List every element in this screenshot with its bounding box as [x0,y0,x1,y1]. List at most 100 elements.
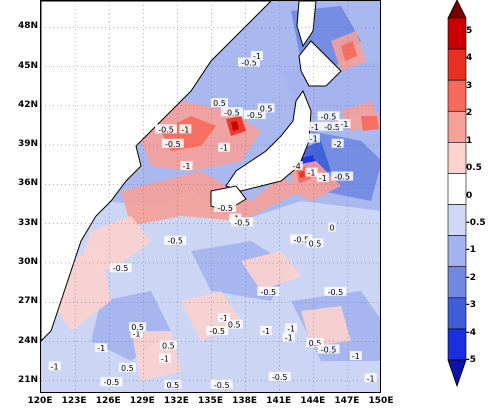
contour-label-bg [179,124,192,134]
anomaly-patch [231,121,239,131]
contour-label: -1 [97,344,105,353]
colorbar-segment [447,204,467,236]
contour-label-bg [260,326,273,336]
x-tick-label: 123E [61,396,87,406]
colorbar-tick-label: 5 [466,26,473,36]
contour-label: -0.5 [321,112,337,121]
contour-label-bg [100,377,123,387]
contour-label: -4 [293,162,301,171]
contour-label-bg [129,322,147,332]
x-tick-label: 135E [198,396,223,406]
colorbar-tick-label: 0 [466,190,473,201]
contour-label: 0.5 [309,339,322,348]
contour-label: 0.5 [162,342,175,351]
colorbar-segment [447,142,467,174]
contour-label: -0.5 [321,345,337,354]
contour-label-bg [320,121,343,131]
contour-label: -1 [285,334,293,343]
contour-label-bg [210,379,233,389]
x-tick-label: 126E [95,396,121,406]
x-tick-label: 132E [163,396,189,406]
contour-label: -1 [183,162,191,171]
contour-label-bg [306,238,324,248]
contour-label: -0.5 [165,140,181,149]
y-tick-label: 42N [17,99,38,110]
colorbar-segment [447,48,467,81]
contour-labels: -0.5-10.5-0.5 -0.50.5-0.5 -1-0.5 -1-1-0.5-1… [48,51,377,390]
contour-label-bg [214,202,237,212]
contour-label: 0.5 [131,323,144,332]
y-tick-label: 21N [17,374,38,385]
contour-label: -0.5 [272,373,288,382]
contour-label: -2 [334,140,342,149]
contour-label: -1 [367,374,375,383]
y-tick-label: 45N [17,60,38,71]
colorbar-tick-label: -0.5 [466,217,486,228]
anomaly-map: -0.5-10.5-0.5 -0.50.5-0.5 -1-0.5 -1-1-0.5-1… [41,1,380,392]
colorbar-tick-label: 2 [466,108,473,119]
contour-label-bg [210,98,228,108]
y-tick-label: 39N [17,139,38,150]
contour-label-bg [331,138,344,148]
y-tick-label: 33N [17,217,38,228]
contour-label: -0.5 [217,204,233,213]
colorbar-segment [447,266,467,299]
contour-label-bg [220,107,243,117]
contour-label: -0.5 [293,235,309,244]
anomaly-patch [361,116,379,131]
contour-label-bg [349,351,362,361]
contour-label: -0.5 [247,111,263,120]
contour-label-bg [328,222,336,232]
anomaly-patch [341,41,357,61]
contour-label-bg [324,286,347,296]
colorbar-tick-label: 3 [466,80,473,91]
contour-label: -1 [253,52,261,61]
contour-label: -1 [287,325,295,334]
anomaly-patch [241,251,301,291]
colorbar-tick-label: -4 [466,327,476,338]
colorbar-tick-label: -2 [466,272,476,283]
x-tick-label: 138E [232,396,258,406]
contour-label-bg [268,371,291,381]
graticule [41,1,380,392]
colorbar-tick-label: -5 [466,355,476,365]
contour-label-bg [238,57,261,67]
contour-label: -0.5 [158,125,174,134]
contour-label-bg [282,332,295,342]
contour-label: -0.5 [104,378,120,387]
contour-label-bg [364,373,377,383]
colorbar-segment [447,235,467,268]
contour-label: -1 [51,362,59,371]
contour-label: 0.5 [166,381,179,390]
contour-label-bg [164,379,182,389]
contour-label-bg [48,361,61,371]
contour-label-bg [159,340,177,350]
colorbar-tick-label: 4 [466,53,473,64]
contour-label-bg [307,133,320,143]
contour-label-bg [231,217,254,227]
contour-label: 0.5 [213,99,226,108]
colorbar-segment [447,110,467,143]
colorbar-tick-label: 0.5 [466,163,482,174]
contour-label-bg [109,263,132,273]
contour-label-bg [118,362,136,372]
contour-label-bg [95,343,108,353]
contour-label-bg [158,353,171,363]
colorbar-min-arrow [447,359,467,388]
contour-label-bg [257,286,280,296]
contour-label: -1 [181,125,189,134]
contour-label: 0.5 [260,104,273,113]
colorbar [447,0,467,388]
y-tick-label: 48N [17,21,38,32]
contour-label-bg [290,234,313,244]
contour-label: -0.5 [324,123,340,132]
contour-label: 0 [329,224,334,233]
contour-label-bg [338,119,351,129]
contour-label-bg [130,328,143,338]
contour-label: -1 [220,144,228,153]
anomaly-patch [301,306,351,346]
land-polygon [298,40,342,87]
contour-label-bg [218,313,231,323]
contour-label-bg [305,167,318,177]
contour-label-bg [257,103,275,113]
